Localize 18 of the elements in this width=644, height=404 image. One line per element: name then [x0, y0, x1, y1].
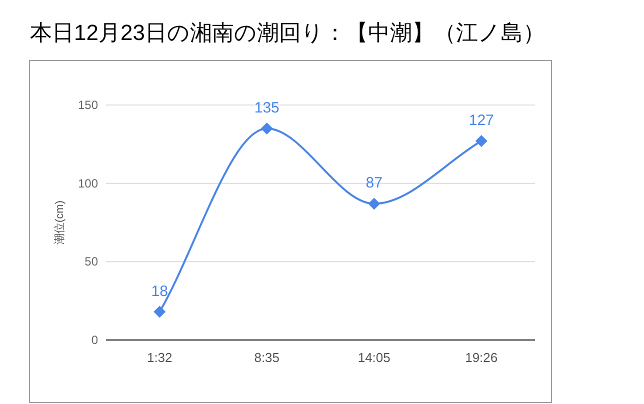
point — [260, 122, 273, 134]
chart-title: 本日12月23日の湘南の潮回り：【中潮】（江ノ島） — [30, 20, 545, 45]
point — [154, 306, 166, 318]
y-axis-title: 潮位(cm) — [53, 200, 66, 244]
data-label: 135 — [254, 100, 280, 116]
y-tick-label: 100 — [78, 176, 98, 190]
y-tick-label: 50 — [84, 254, 98, 269]
x-tick-label: 8:35 — [254, 350, 280, 365]
point — [368, 198, 380, 210]
y-tick-label: 150 — [78, 98, 98, 112]
point — [475, 135, 488, 148]
x-tick-label: 19:26 — [465, 350, 498, 365]
x-tick-label: 14:05 — [358, 350, 390, 365]
x-tick-label: 1:32 — [146, 350, 172, 365]
y-tick-label: 0 — [91, 333, 98, 347]
data-label: 87 — [366, 174, 382, 192]
data-label: 127 — [468, 112, 494, 130]
data-label: 18 — [151, 282, 168, 300]
